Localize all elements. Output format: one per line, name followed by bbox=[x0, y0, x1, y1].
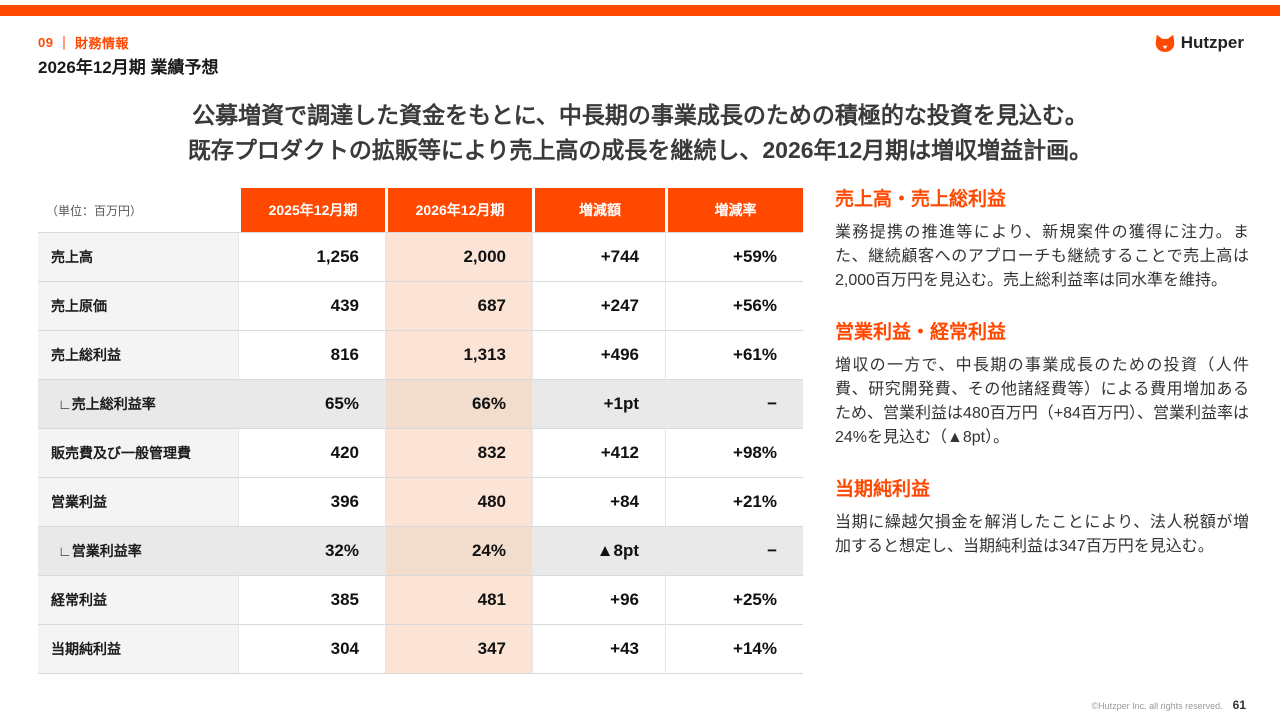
top-accent-bar bbox=[0, 5, 1280, 16]
cell-op-delta: +84 bbox=[532, 477, 665, 526]
table-unit-label: （単位：百万円） bbox=[38, 188, 238, 232]
page-number: 61 bbox=[1232, 698, 1246, 712]
note-operating-body: 増収の一方で、中長期の事業成長のための投資（人件費、研究開発費、その他諸経費等）… bbox=[835, 357, 1249, 446]
note-sales-body: 業務提携の推進等により、新規案件の獲得に注力。また、継続顧客へのアプローチも継続… bbox=[835, 224, 1249, 289]
cell-sales-2026: 2,000 bbox=[385, 232, 532, 281]
cell-op-margin-delta: ▲8pt bbox=[532, 526, 665, 575]
cell-gross-rate: +61% bbox=[665, 330, 803, 379]
row-label-gross-profit: 売上総利益 bbox=[38, 330, 238, 379]
cell-op-margin-rate: − bbox=[665, 526, 803, 575]
cell-op-2026: 480 bbox=[385, 477, 532, 526]
financial-table: （単位：百万円） 2025年12月期 2026年12月期 増減額 増減率 売上高… bbox=[38, 188, 803, 674]
headline: 公募増資で調達した資金をもとに、中長期の事業成長のための積極的な投資を見込む。 … bbox=[0, 98, 1280, 167]
cell-gross-margin-delta: +1pt bbox=[532, 379, 665, 428]
cell-ord-2026: 481 bbox=[385, 575, 532, 624]
cell-op-margin-2025: 32% bbox=[238, 526, 385, 575]
cell-gross-margin-rate: − bbox=[665, 379, 803, 428]
note-operating: 営業利益・経常利益 増収の一方で、中長期の事業成長のための投資（人件費、研究開発… bbox=[835, 317, 1249, 450]
cell-cogs-2025: 439 bbox=[238, 281, 385, 330]
cell-net-2025: 304 bbox=[238, 624, 385, 673]
headline-line2: 既存プロダクトの拡販等により売上高の成長を継続し、2026年12月期は増収増益計… bbox=[187, 136, 1093, 163]
cell-ord-2025: 385 bbox=[238, 575, 385, 624]
note-net-income: 当期純利益 当期に繰越欠損金を解消したことにより、法人税額が増加すると想定し、当… bbox=[835, 474, 1249, 559]
row-label-net-income: 当期純利益 bbox=[38, 624, 238, 673]
row-label-cogs: 売上原価 bbox=[38, 281, 238, 330]
cell-sales-delta: +744 bbox=[532, 232, 665, 281]
row-label-ordinary-profit: 経常利益 bbox=[38, 575, 238, 624]
cell-sga-2025: 420 bbox=[238, 428, 385, 477]
section-kicker: 09 ｜ 財務情報 bbox=[38, 33, 129, 52]
col-header-delta: 増減額 bbox=[532, 188, 665, 232]
note-sales-heading: 売上高・売上総利益 bbox=[835, 189, 1007, 210]
fox-icon bbox=[1154, 32, 1176, 54]
cell-cogs-rate: +56% bbox=[665, 281, 803, 330]
section-number: 09 bbox=[38, 35, 54, 50]
cell-gross-margin-2025: 65% bbox=[238, 379, 385, 428]
cell-sales-2025: 1,256 bbox=[238, 232, 385, 281]
cell-sga-delta: +412 bbox=[532, 428, 665, 477]
cell-op-2025: 396 bbox=[238, 477, 385, 526]
row-label-sga: 販売費及び一般管理費 bbox=[38, 428, 238, 477]
col-header-delta-rate: 増減率 bbox=[665, 188, 803, 232]
copyright: ©Hutzper Inc. all rights reserved. bbox=[1091, 701, 1223, 711]
cell-net-rate: +14% bbox=[665, 624, 803, 673]
logo-text: Hutzper bbox=[1180, 33, 1244, 52]
cell-cogs-2026: 687 bbox=[385, 281, 532, 330]
row-label-gross-margin: ∟売上総利益率 bbox=[38, 379, 238, 428]
cell-gross-margin-2026: 66% bbox=[385, 379, 532, 428]
headline-line1: 公募増資で調達した資金をもとに、中長期の事業成長のための積極的な投資を見込む。 bbox=[192, 102, 1088, 128]
logo: Hutzper bbox=[1154, 32, 1244, 54]
cell-net-2026: 347 bbox=[385, 624, 532, 673]
note-sales: 売上高・売上総利益 業務提携の推進等により、新規案件の獲得に注力。また、継続顧客… bbox=[835, 184, 1249, 293]
row-label-sales: 売上高 bbox=[38, 232, 238, 281]
section-title: 財務情報 bbox=[74, 36, 129, 51]
cell-cogs-delta: +247 bbox=[532, 281, 665, 330]
cell-gross-delta: +496 bbox=[532, 330, 665, 379]
row-label-operating-margin: ∟営業利益率 bbox=[38, 526, 238, 575]
cell-gross-2026: 1,313 bbox=[385, 330, 532, 379]
commentary-panel: 売上高・売上総利益 業務提携の推進等により、新規案件の獲得に注力。また、継続顧客… bbox=[835, 184, 1249, 583]
cell-net-delta: +43 bbox=[532, 624, 665, 673]
footer: ©Hutzper Inc. all rights reserved. 61 bbox=[1091, 698, 1246, 712]
cell-op-margin-2026: 24% bbox=[385, 526, 532, 575]
row-label-operating-profit: 営業利益 bbox=[38, 477, 238, 526]
cell-ord-delta: +96 bbox=[532, 575, 665, 624]
note-operating-heading: 営業利益・経常利益 bbox=[835, 322, 1007, 343]
cell-sga-rate: +98% bbox=[665, 428, 803, 477]
note-net-income-heading: 当期純利益 bbox=[835, 479, 931, 500]
cell-sales-rate: +59% bbox=[665, 232, 803, 281]
cell-ord-rate: +25% bbox=[665, 575, 803, 624]
cell-op-rate: +21% bbox=[665, 477, 803, 526]
page-title: 2026年12月期 業績予想 bbox=[38, 58, 219, 77]
col-header-2026: 2026年12月期 bbox=[385, 188, 532, 232]
section-divider: ｜ bbox=[57, 36, 71, 51]
cell-gross-2025: 816 bbox=[238, 330, 385, 379]
note-net-income-body: 当期に繰越欠損金を解消したことにより、法人税額が増加すると想定し、当期純利益は3… bbox=[835, 514, 1249, 555]
col-header-2025: 2025年12月期 bbox=[238, 188, 385, 232]
cell-sga-2026: 832 bbox=[385, 428, 532, 477]
